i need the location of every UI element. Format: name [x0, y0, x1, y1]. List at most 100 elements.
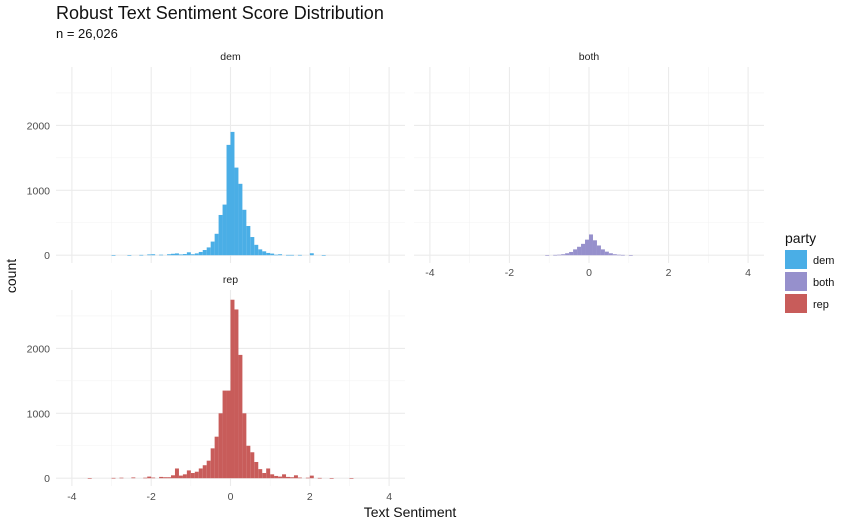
bar [297, 254, 302, 256]
bar [282, 474, 287, 479]
bar [210, 448, 215, 479]
bar [545, 255, 550, 256]
bar [178, 254, 183, 256]
bar [258, 469, 263, 479]
facet-panel-rep: rep 0 1000 2000 -4 -2 0 2 4 [27, 274, 405, 503]
bar [202, 465, 207, 479]
y-tick-label: 0 [44, 250, 50, 262]
bar [246, 445, 251, 479]
legend: party dem both rep [785, 230, 834, 313]
legend-items: dem both rep [785, 250, 834, 313]
y-axis-title: count [3, 259, 19, 293]
bar [230, 299, 235, 479]
bar [206, 247, 211, 256]
bar [254, 461, 259, 479]
bar [198, 251, 203, 256]
x-tick-label: -2 [505, 267, 514, 279]
bar [159, 476, 164, 479]
bar [147, 254, 152, 256]
facet-strip-label: rep [223, 274, 238, 286]
bar [171, 253, 175, 256]
chart-title: Robust Text Sentiment Score Distribution [56, 3, 384, 23]
y-tick-label: 2000 [27, 120, 51, 132]
x-tick-label: 4 [386, 491, 392, 503]
bar [612, 254, 617, 256]
legend-title: party [785, 230, 816, 246]
histogram-bars [111, 131, 326, 256]
bar [297, 477, 302, 479]
bar [608, 253, 613, 256]
bar [163, 477, 168, 479]
bar [151, 254, 156, 256]
bar [194, 471, 199, 479]
bar [585, 239, 589, 256]
bar [147, 476, 152, 479]
bar [143, 477, 148, 479]
bar [230, 131, 235, 256]
bar [309, 253, 314, 256]
bar [604, 251, 609, 256]
bar [557, 254, 562, 256]
bar [293, 475, 298, 479]
bar [321, 255, 326, 256]
bar [226, 144, 231, 256]
x-tick-label: 0 [586, 267, 592, 279]
bar [329, 478, 334, 479]
bar [592, 240, 597, 256]
bar [286, 476, 290, 479]
bar [565, 253, 570, 256]
bar [270, 474, 275, 479]
bar [589, 234, 593, 256]
bar [596, 245, 601, 256]
bar [242, 209, 247, 256]
bar [178, 475, 183, 479]
chart-subtitle: n = 26,026 [56, 26, 118, 41]
bar [214, 233, 219, 256]
bar [218, 413, 223, 479]
bar [119, 477, 124, 479]
x-tick-label: 0 [228, 491, 234, 503]
bar [171, 475, 175, 479]
y-tick-label: 1000 [27, 408, 51, 420]
bar [190, 473, 195, 479]
histogram-bars [545, 234, 633, 256]
bar [174, 468, 179, 479]
legend-swatch [785, 250, 807, 269]
bar [266, 468, 271, 479]
bar [151, 477, 156, 479]
x-tick-label: 2 [307, 491, 313, 503]
bar [226, 390, 231, 479]
bar [577, 246, 582, 256]
bar [270, 253, 275, 256]
bar [289, 477, 294, 479]
bar [278, 476, 283, 479]
legend-item-both: both [785, 272, 834, 291]
bar [87, 478, 92, 479]
bar [258, 249, 263, 256]
bar [238, 183, 243, 256]
bar [262, 251, 267, 256]
y-tick-label: 1000 [27, 185, 51, 197]
facet-panel-both: both -4 -2 0 2 4 [414, 51, 764, 279]
x-tick-label: -4 [67, 491, 76, 503]
bar [289, 254, 294, 256]
bar [628, 255, 633, 256]
bar [222, 390, 227, 479]
bar [278, 254, 283, 256]
legend-item-dem: dem [785, 250, 834, 269]
x-axis-title: Text Sentiment [364, 504, 457, 520]
x-tick-label: 2 [666, 267, 672, 279]
bar [182, 474, 187, 479]
bar [174, 253, 179, 256]
legend-label: dem [813, 255, 834, 267]
bar [238, 354, 243, 479]
x-tick-label: 4 [745, 267, 751, 279]
bar [234, 309, 239, 479]
facet-strip-label: dem [220, 51, 241, 63]
bar [111, 255, 116, 256]
bar [317, 477, 322, 479]
bar [246, 226, 251, 256]
bar [561, 254, 566, 256]
bar [581, 243, 586, 256]
